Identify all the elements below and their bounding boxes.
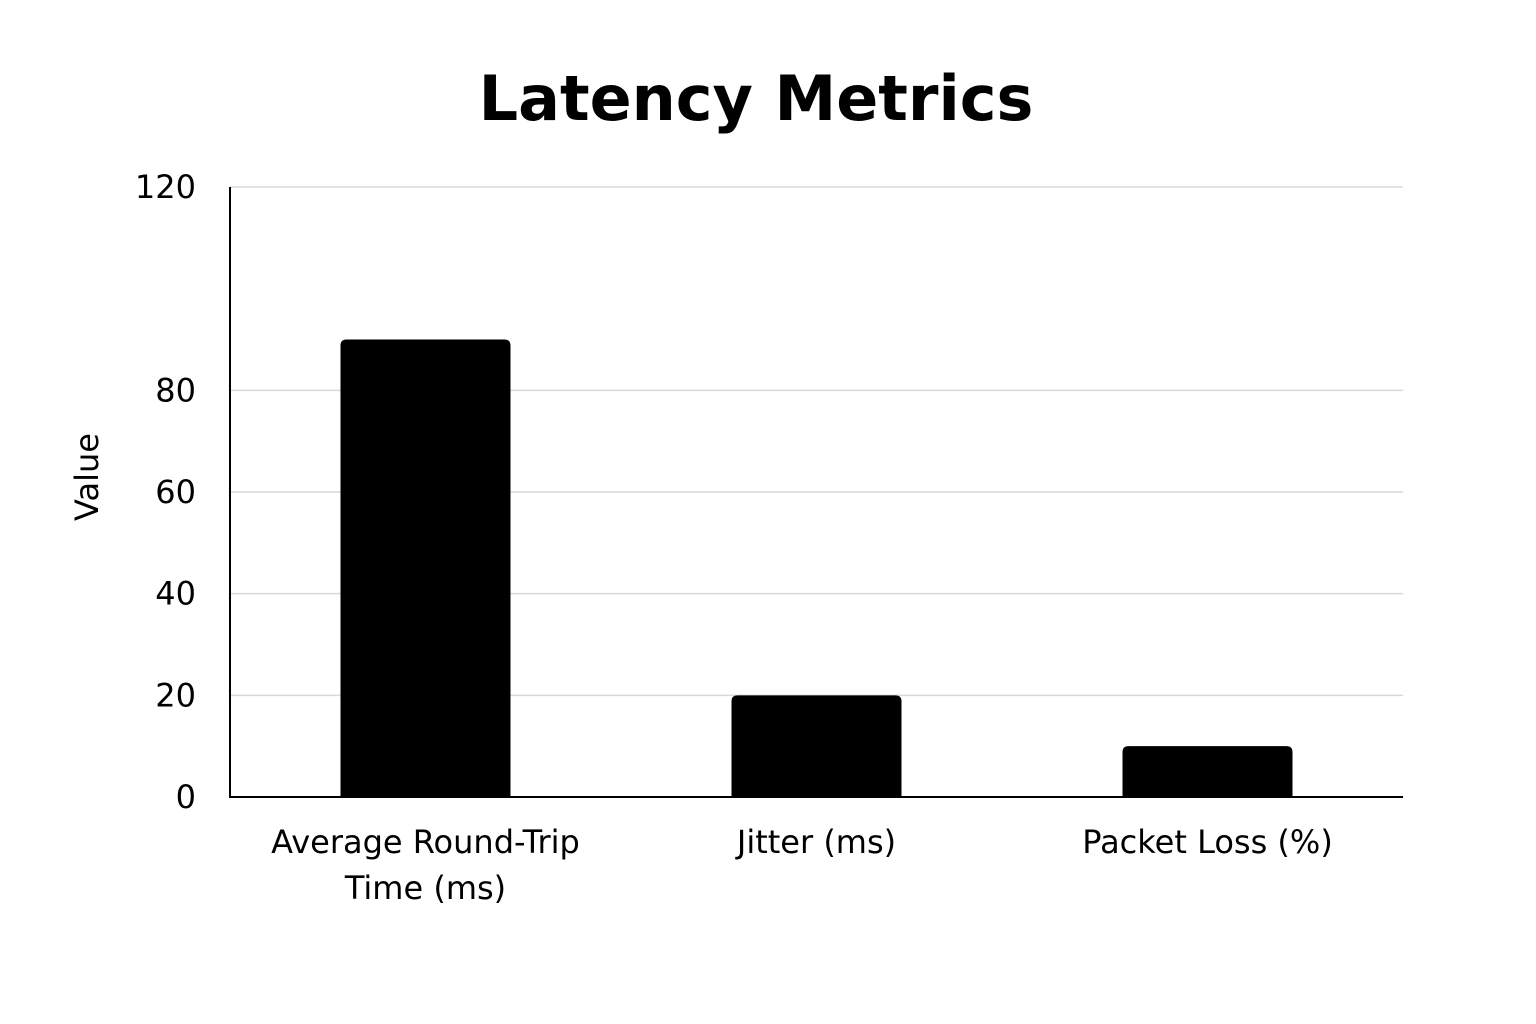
category-label-line: Time (ms): [344, 869, 506, 907]
category-label-line: Jitter (ms): [735, 823, 896, 861]
category-labels: Average Round-Trip Time (ms) Jitter (ms) Pa…: [271, 823, 1333, 907]
category-label: Average Round-Trip Time (ms): [271, 823, 580, 907]
y-tick-label: 0: [176, 778, 196, 816]
y-tick-label: 80: [155, 371, 196, 409]
bar: [1122, 746, 1293, 797]
category-label: Packet Loss (%): [1082, 823, 1333, 861]
y-axis-title: Value: [68, 433, 106, 521]
y-tick-label: 60: [155, 473, 196, 511]
bars: [340, 339, 1293, 797]
y-tick-label: 120: [135, 168, 196, 206]
chart-title: Latency Metrics: [479, 62, 1034, 135]
y-tick-labels: 0 20 40 60 80 120: [135, 168, 196, 816]
category-label: Jitter (ms): [735, 823, 896, 861]
bar: [731, 695, 902, 797]
category-label-line: Average Round-Trip: [271, 823, 580, 861]
bar: [340, 339, 511, 797]
y-tick-label: 20: [155, 676, 196, 714]
category-label-line: Packet Loss (%): [1082, 823, 1333, 861]
y-tick-label: 40: [155, 575, 196, 613]
